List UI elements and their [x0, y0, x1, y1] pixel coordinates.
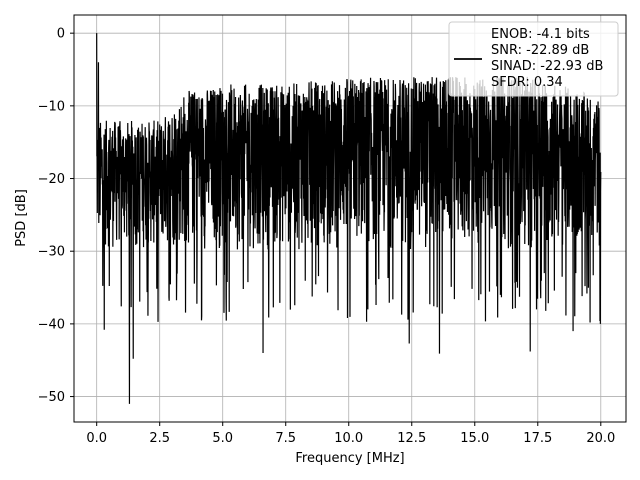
x-tick-label: 17.5 [523, 431, 552, 446]
y-tick-label: −10 [38, 99, 65, 114]
x-tick-label: 0.0 [86, 431, 107, 446]
y-tick-label: −50 [38, 390, 65, 405]
y-tick-label: −30 [38, 245, 65, 260]
x-axis-label: Frequency [MHz] [295, 451, 404, 466]
legend-entry: SFDR: 0.34 [491, 75, 563, 90]
legend-entry: SINAD: -22.93 dB [491, 59, 603, 74]
x-tick-label: 5.0 [212, 431, 233, 446]
x-tick-label: 20.0 [586, 431, 615, 446]
y-tick-label: 0 [57, 27, 65, 42]
y-axis-label: PSD [dB] [14, 189, 29, 247]
y-axis-ticks: 0 −10 −20 −30 −40 −50 [38, 27, 74, 405]
legend-entry: ENOB: -4.1 bits [491, 27, 590, 42]
x-tick-label: 15.0 [460, 431, 489, 446]
y-tick-label: −40 [38, 317, 65, 332]
legend-entry: SNR: -22.89 dB [491, 43, 589, 58]
x-tick-label: 10.0 [334, 431, 363, 446]
y-tick-label: −20 [38, 172, 65, 187]
plot-frame [73, 14, 627, 423]
x-axis-ticks: 0.0 2.5 5.0 7.5 10.0 12.5 15.0 17.5 20.0 [86, 422, 615, 446]
legend-box [448, 21, 619, 97]
x-tick-label: 2.5 [149, 431, 170, 446]
x-tick-label: 7.5 [275, 431, 296, 446]
x-tick-label: 12.5 [397, 431, 426, 446]
